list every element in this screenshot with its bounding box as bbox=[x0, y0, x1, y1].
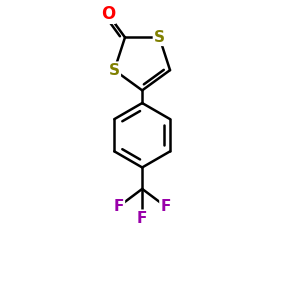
Text: S: S bbox=[109, 63, 120, 78]
Text: O: O bbox=[101, 5, 115, 23]
Text: F: F bbox=[114, 199, 124, 214]
Text: F: F bbox=[160, 199, 171, 214]
Text: S: S bbox=[154, 30, 165, 45]
Text: F: F bbox=[137, 211, 147, 226]
